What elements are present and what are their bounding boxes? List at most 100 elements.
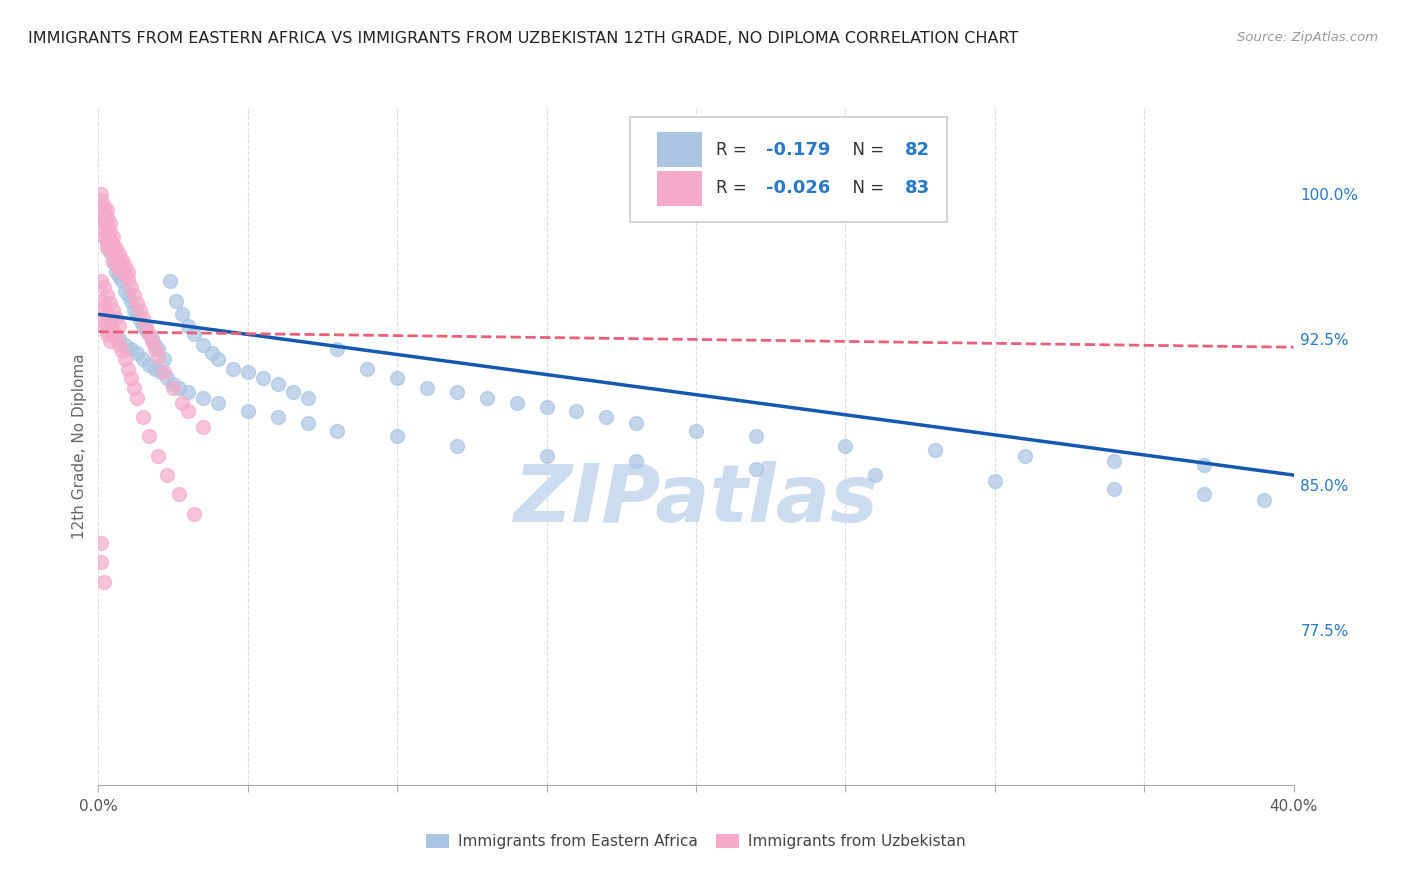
Point <box>93 214 115 228</box>
Point <box>132 311 155 326</box>
Point <box>297 391 319 405</box>
Point <box>105 265 128 279</box>
Point <box>167 487 190 501</box>
Point <box>156 371 179 385</box>
Point <box>626 454 648 468</box>
Point <box>90 193 112 207</box>
Point <box>93 574 115 589</box>
Point <box>1192 458 1215 473</box>
Point <box>138 326 160 341</box>
Point <box>222 361 245 376</box>
Point <box>93 318 115 333</box>
Point <box>148 449 170 463</box>
Legend: Immigrants from Eastern Africa, Immigrants from Uzbekistan: Immigrants from Eastern Africa, Immigran… <box>420 828 972 855</box>
Text: 83: 83 <box>905 179 931 197</box>
Point <box>172 396 194 410</box>
Point <box>446 439 468 453</box>
Point <box>108 255 131 269</box>
Point <box>93 300 115 314</box>
Point <box>93 206 115 220</box>
Point <box>984 474 1007 488</box>
Point <box>98 295 122 310</box>
Point <box>105 311 128 326</box>
Point <box>143 361 166 376</box>
Bar <box>657 132 702 168</box>
Point <box>156 468 179 483</box>
Point <box>141 333 163 347</box>
Bar <box>657 170 702 206</box>
Point <box>267 377 290 392</box>
Point <box>90 274 112 288</box>
Point <box>849 191 872 205</box>
Point <box>111 253 134 268</box>
Point <box>1104 482 1126 496</box>
Point <box>138 429 160 443</box>
Point <box>98 245 122 260</box>
Point <box>252 371 274 385</box>
Point <box>93 280 115 294</box>
Point <box>127 307 149 321</box>
Point <box>191 419 214 434</box>
Point <box>103 253 125 268</box>
Point <box>105 249 128 263</box>
Text: -0.179: -0.179 <box>766 141 831 159</box>
Point <box>1253 493 1275 508</box>
Point <box>207 396 229 410</box>
Text: -0.026: -0.026 <box>766 179 831 197</box>
FancyBboxPatch shape <box>630 117 948 222</box>
Point <box>135 318 157 333</box>
Text: R =: R = <box>716 141 752 159</box>
Point <box>120 293 142 308</box>
Point <box>1014 449 1036 463</box>
Point <box>124 303 146 318</box>
Point <box>446 384 468 399</box>
Point <box>745 462 768 476</box>
Point <box>93 206 115 220</box>
Point <box>103 255 125 269</box>
Point <box>595 409 617 424</box>
Point <box>96 326 118 341</box>
Point <box>98 239 122 253</box>
Point <box>191 338 214 352</box>
Point <box>201 346 224 360</box>
Point <box>90 201 112 215</box>
Point <box>129 313 152 327</box>
Point <box>117 272 139 286</box>
Point <box>93 229 115 244</box>
Point <box>183 326 205 341</box>
Point <box>124 381 146 395</box>
Point <box>685 424 707 438</box>
Text: N =: N = <box>842 141 889 159</box>
Point <box>141 334 163 349</box>
Point <box>127 391 149 405</box>
Point <box>148 342 170 356</box>
Point <box>114 267 136 281</box>
Point <box>129 303 152 318</box>
Point <box>153 351 176 366</box>
Point <box>96 323 118 337</box>
Point <box>96 242 118 256</box>
Point <box>96 226 118 240</box>
Point <box>183 507 205 521</box>
Point <box>90 536 112 550</box>
Point <box>416 381 439 395</box>
Point <box>138 358 160 372</box>
Point <box>103 229 125 244</box>
Point <box>506 396 529 410</box>
Point <box>103 323 125 337</box>
Point <box>385 429 409 443</box>
Point <box>536 449 558 463</box>
Point <box>326 424 349 438</box>
Point <box>536 401 558 415</box>
Point <box>124 288 146 302</box>
Point <box>105 330 128 344</box>
Point <box>127 346 149 360</box>
Point <box>236 365 259 379</box>
Point <box>93 222 115 236</box>
Point <box>177 404 200 418</box>
Point <box>475 391 498 405</box>
Point <box>191 391 214 405</box>
Point <box>96 307 118 321</box>
Point <box>114 284 136 298</box>
Point <box>236 404 259 418</box>
